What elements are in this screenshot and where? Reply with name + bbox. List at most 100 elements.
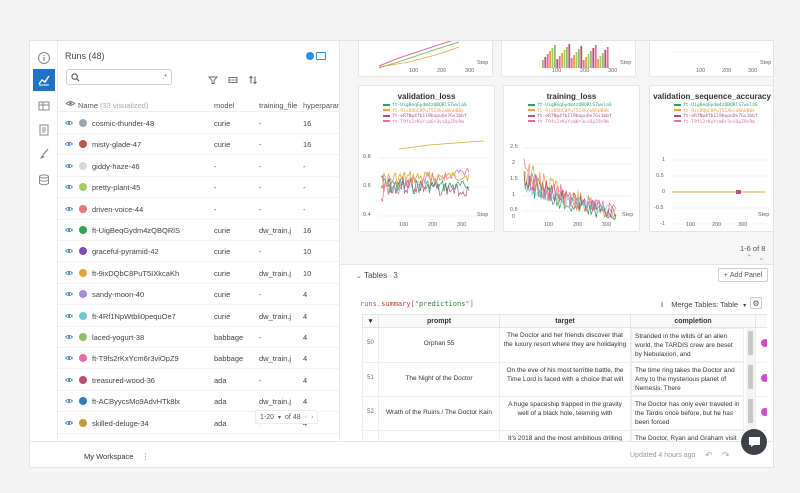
run-row[interactable]: driven-voice-44 - - - [58, 199, 339, 220]
run-color-swatch[interactable] [79, 226, 87, 234]
run-color-swatch[interactable] [79, 204, 87, 213]
run-row[interactable]: sandy-moon-40 curie - 4 [58, 284, 339, 306]
prompt-cell[interactable]: The Night of the Doctor [378, 361, 500, 397]
cell-scrollbar[interactable] [746, 396, 755, 430]
visibility-eye-icon[interactable] [65, 141, 73, 147]
run-name[interactable]: driven-voice-44 [92, 204, 144, 214]
run-color-swatch[interactable] [79, 354, 87, 363]
column-header-target[interactable]: target [499, 314, 631, 328]
run-color-swatch[interactable] [79, 311, 87, 320]
visibility-eye-icon[interactable] [65, 313, 73, 319]
merge-tables-dropdown[interactable]: I Merge Tables: Table ▾ [661, 300, 746, 309]
artifacts-icon[interactable] [33, 169, 55, 191]
run-row[interactable]: misty-glade-47 curie - 16 [58, 134, 339, 156]
legend-entry[interactable]: ft-9ixDQbC8PuT5IXkcaKhUB0k [383, 109, 467, 115]
header-eye-icon[interactable] [66, 100, 75, 109]
visibility-eye-icon[interactable] [65, 270, 73, 276]
filter-icon[interactable] [208, 72, 218, 84]
column-training-file[interactable]: training_file [259, 101, 298, 110]
table-row[interactable]: 50 Orphan 55 The Doctor and her friends di… [362, 327, 767, 363]
visibility-eye-icon[interactable] [65, 163, 73, 169]
run-name[interactable]: sandy-moon-40 [92, 290, 145, 300]
column-header-prompt[interactable]: prompt [378, 314, 500, 328]
visibility-eye-icon[interactable] [65, 184, 73, 190]
legend-entry[interactable]: ft-T9fs2rKxYcm6r3viOpZ9c9m [528, 120, 612, 126]
cell-scrollbar[interactable] [746, 328, 755, 362]
target-cell[interactable]: On the eve of his most terrible battle, … [499, 361, 631, 397]
run-row[interactable]: ft-UigBeqGydm4zQBQRlS curie dw_train.j 16 [58, 220, 339, 241]
run-row[interactable]: laced-yogurt-38 babbage - 4 [58, 327, 339, 348]
run-name[interactable]: ft-T9fs2rKxYcm6r3viOpZ9 [92, 354, 179, 364]
visibility-eye-icon[interactable] [65, 291, 73, 297]
run-color-swatch[interactable] [79, 119, 87, 127]
run-color-swatch[interactable] [79, 397, 87, 406]
prompt-cell[interactable]: Wrath of the Ruins / The Doctor Kain [378, 395, 500, 431]
group-icon[interactable] [228, 72, 238, 83]
table-row[interactable]: 51 The Night of the Doctor On the eve of h… [362, 361, 767, 397]
legend-entry[interactable]: ft-eR7Np4fb1l9bopuOe7Gs1bbf [674, 114, 758, 120]
prompt-cell[interactable]: Orphan 55 [378, 327, 500, 363]
legend-entry[interactable]: ft-UigBeqGydm4zQBQRlS7wvlaS [528, 103, 612, 109]
redo-icon[interactable]: ↷ [722, 450, 730, 460]
row-menu-header[interactable]: ▾ [362, 314, 379, 328]
run-row[interactable]: ft-4Rf1NpWtbli0pequOe7 curie dw_train.j 4 [58, 306, 339, 327]
undo-icon[interactable]: ↶ [705, 450, 713, 460]
run-color-swatch[interactable] [79, 140, 87, 149]
visibility-eye-icon[interactable] [65, 377, 73, 383]
runs-search-input[interactable] [86, 72, 157, 82]
cell-scrollbar[interactable] [746, 362, 755, 396]
run-name[interactable]: graceful-pyramid-42 [92, 247, 159, 257]
validation-loss-panel[interactable]: validation_loss ft-UigBeqGydm4zQBQRlS7wv… [358, 85, 495, 232]
run-name[interactable]: misty-glade-47 [92, 140, 142, 150]
run-name[interactable]: skilled-deluge-34 [92, 418, 149, 428]
legend-entry[interactable]: ft-eR7Np4fb1l9bopuOe7Gs1bbf [528, 114, 612, 120]
table-icon[interactable] [33, 95, 55, 117]
run-name[interactable]: giddy-haze-46 [92, 161, 140, 171]
column-hyperparam[interactable]: hyperparam [303, 101, 340, 110]
more-vertical-icon[interactable]: ⋮ [141, 452, 150, 461]
visibility-eye-icon[interactable] [65, 334, 73, 340]
run-name[interactable]: laced-yogurt-38 [92, 333, 145, 342]
column-model[interactable]: model [214, 101, 235, 110]
run-row[interactable]: pretty-plant-45 - - - [58, 177, 339, 199]
legend-entry[interactable]: ft-9ixDQbC8PuT5IXkcaKhUB0k [674, 109, 758, 115]
chart-panel-top-1[interactable]: 100 200 300 Step [358, 41, 493, 77]
table-query-expression[interactable]: runs.summary["predictions"] [360, 300, 474, 308]
legend-entry[interactable]: ft-T9fs2rKxYcm6r3viOpZ9c9m [674, 120, 758, 126]
visibility-eye-icon[interactable] [65, 355, 73, 361]
workspace-menu[interactable]: My Workspace ⋮ [84, 452, 149, 461]
completion-cell[interactable]: Stranded in the wilds of an alien world,… [631, 328, 744, 362]
run-color-swatch[interactable] [79, 418, 87, 427]
next-page-icon[interactable]: › [310, 413, 314, 421]
run-name[interactable]: ft-9ixDQbC8PuT5IXkcaKh [92, 268, 180, 278]
run-row[interactable]: graceful-pyramid-42 curie - 10 [58, 241, 339, 263]
tables-section-header[interactable]: ⌄ Tables 3 [356, 271, 398, 280]
chart-panel-top-3[interactable]: 100 200 300 Step [649, 41, 773, 77]
panels-pager[interactable]: 1-6 of 8 ⌃ ⌄ [740, 244, 773, 262]
visibility-eye-icon[interactable] [65, 206, 73, 212]
target-cell[interactable]: It's 2018 and the most ambitious drillin… [499, 429, 631, 441]
target-cell[interactable]: The Doctor and her friends discover that… [499, 327, 631, 363]
run-color-swatch[interactable] [79, 161, 87, 170]
visibility-eye-icon[interactable] [65, 248, 73, 254]
run-name[interactable]: ft-UigBeqGydm4zQBQRlS [92, 226, 180, 235]
view-toggle[interactable] [306, 50, 328, 62]
gear-icon[interactable]: ⚙ [750, 297, 762, 309]
run-color-swatch[interactable] [79, 247, 87, 256]
report-icon[interactable] [33, 119, 55, 141]
legend-entry[interactable]: ft-T9fs2rKxYcm6r3viOpZ9c9m [383, 120, 467, 126]
validation-sequence-accuracy-panel[interactable]: validation_sequence_accuracy ft-UigBeqGy… [649, 85, 773, 232]
collapse-chevron-icon[interactable]: ⌄ [356, 273, 362, 280]
add-panel-button[interactable]: + Add Panel [718, 268, 768, 282]
chevron-down-icon[interactable]: ⌄ [758, 253, 765, 262]
run-color-swatch[interactable] [79, 333, 87, 341]
completion-cell[interactable]: The Doctor has only ever traveled in the… [631, 396, 744, 430]
run-row[interactable]: ft-9ixDQbC8PuT5IXkcaKh curie dw_train.j 10 [58, 263, 339, 284]
run-name[interactable]: cosmic-thunder-48 [92, 119, 155, 128]
column-header-completion[interactable]: completion [630, 314, 756, 328]
table-row[interactable]: 52 Wrath of the Ruins / The Doctor Kain A … [362, 395, 767, 431]
prev-page-icon[interactable]: ‹ [304, 413, 307, 421]
run-row[interactable]: ft-T9fs2rKxYcm6r3viOpZ9 babbage dw_train.j… [58, 348, 339, 370]
sweep-icon[interactable] [33, 143, 55, 165]
training-loss-panel[interactable]: training_loss ft-UigBeqGydm4zQBQRlS7wvla… [503, 85, 640, 232]
